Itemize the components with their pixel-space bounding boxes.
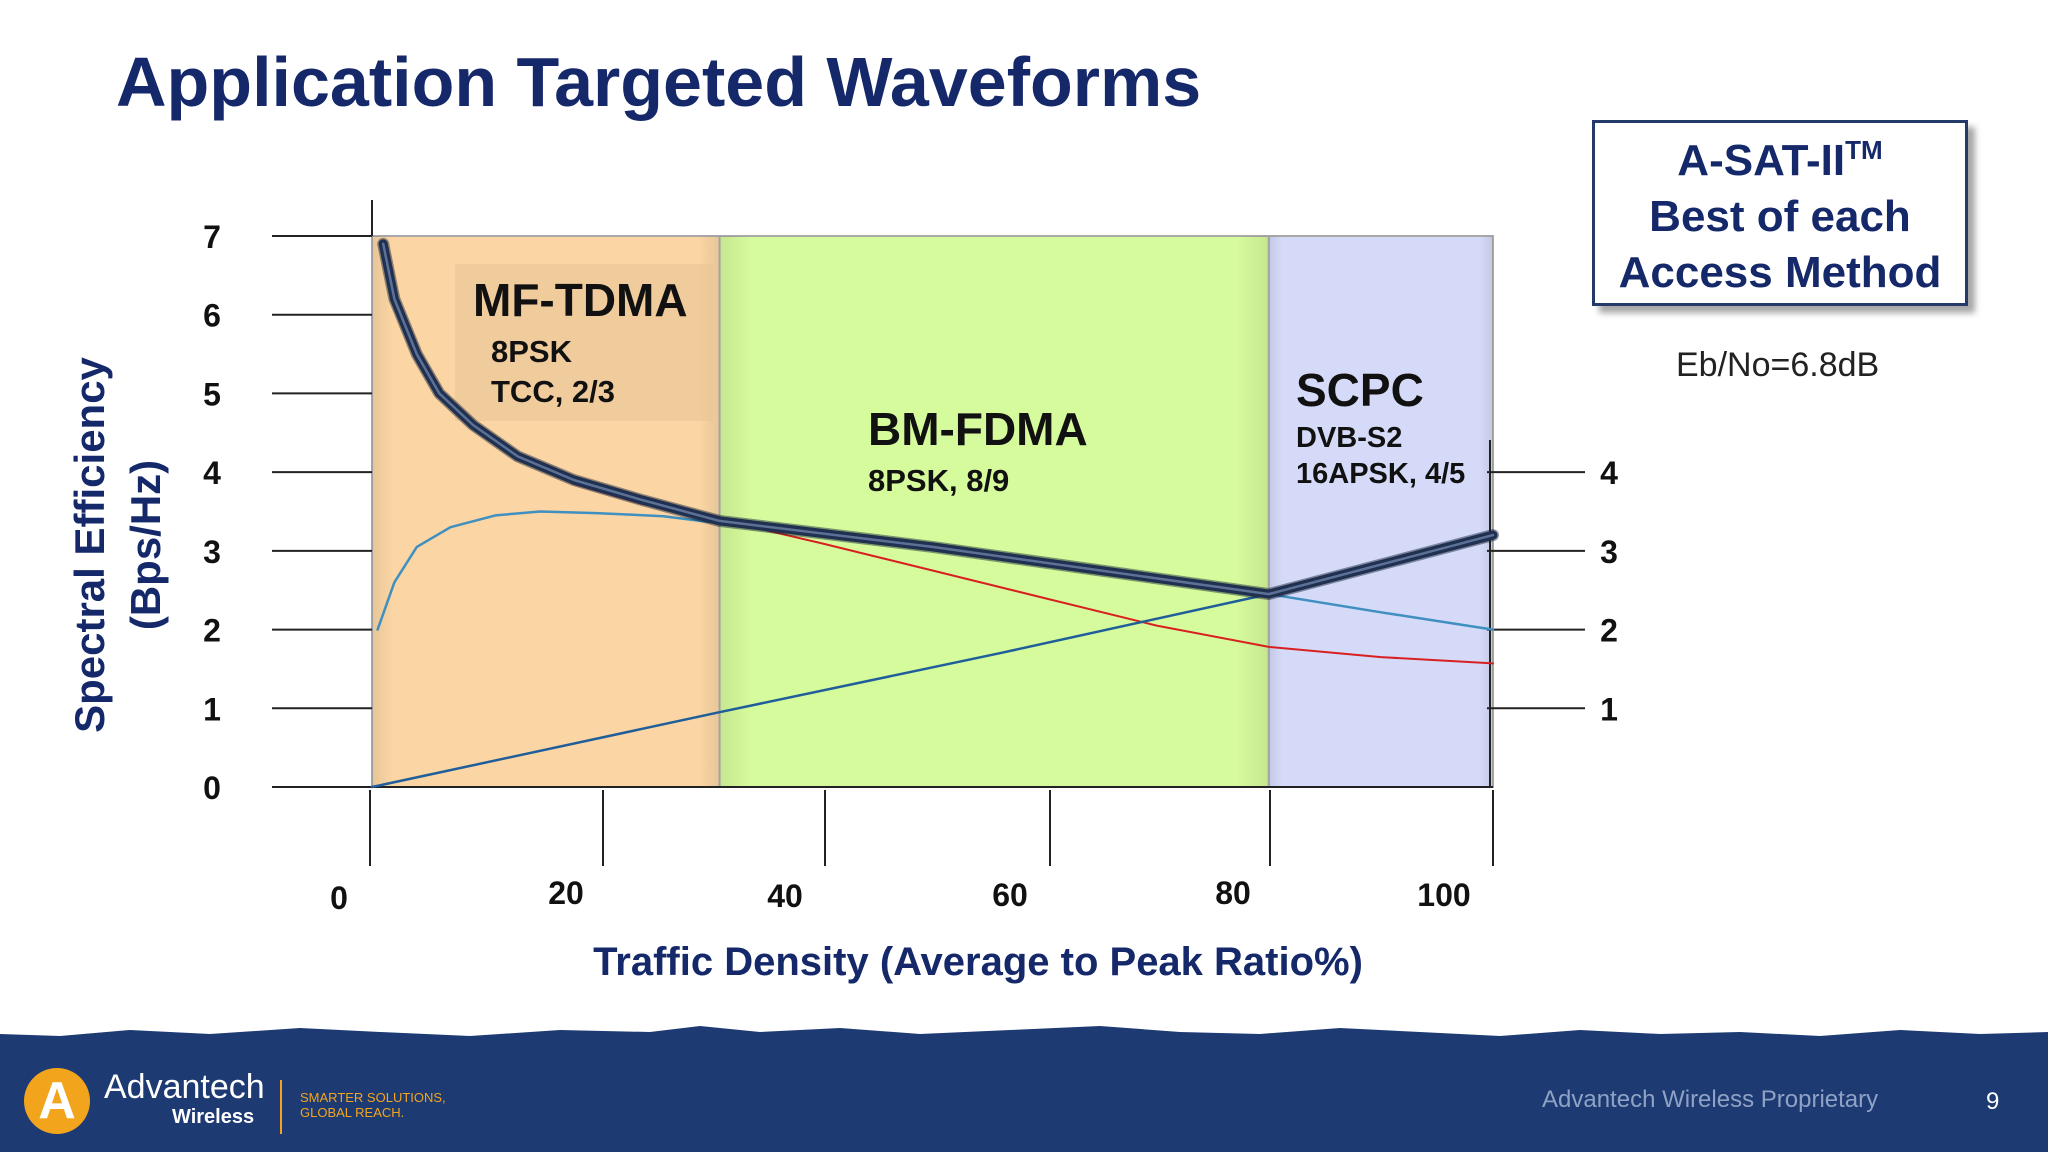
y-tick-label-1: 1	[203, 691, 221, 727]
y-axis-title-line2: (Bps/Hz)	[122, 460, 169, 630]
region-1-line1: 8PSK, 8/9	[868, 463, 1009, 498]
x-tick-label-80: 80	[1215, 875, 1251, 911]
logo-divider	[280, 1080, 282, 1134]
series-2-line	[370, 592, 1271, 789]
region-2-shade	[1268, 236, 1493, 787]
x-tick-label-0: 0	[330, 880, 348, 916]
series-3-line	[1267, 592, 1495, 631]
trademark-mark: TM	[1845, 135, 1883, 165]
x-tick-label-40: 40	[767, 878, 803, 914]
ebno-label: Eb/No=6.8dB	[1676, 346, 1880, 384]
asat-callout-box: A-SAT-IITM Best of each Access Method	[1592, 120, 1968, 306]
asat-line-2: Best of each	[1649, 192, 1911, 241]
footer-bar: A Advantech Wireless SMARTER SOLUTIONS, …	[0, 1038, 2048, 1152]
region-1-shade	[719, 236, 1269, 787]
right-y-tick-label-1: 1	[1600, 691, 1618, 727]
company-subname: Wireless	[172, 1106, 255, 1128]
right-y-tick-label-2: 2	[1600, 613, 1618, 649]
page-number: 9	[1986, 1088, 2000, 1115]
region-2-line1: DVB-S2	[1296, 422, 1402, 454]
series-layer	[370, 237, 1499, 789]
y-tick-label-7: 7	[203, 219, 221, 255]
region-2-line2: 16APSK, 4/5	[1296, 458, 1465, 490]
y-tick-label-3: 3	[203, 534, 221, 570]
right-y-tick-label-4: 4	[1600, 455, 1618, 491]
company-name: Advantech	[104, 1068, 265, 1106]
series-4-highlight	[381, 242, 1495, 596]
proprietary-notice: Advantech Wireless Proprietary	[1542, 1086, 1879, 1113]
x-axis-title: Traffic Density (Average to Peak Ratio%)	[593, 940, 1363, 984]
region-0-title: MF-TDMA	[473, 274, 688, 326]
y-tick-label-5: 5	[203, 376, 221, 412]
region-1-title: BM-FDMA	[868, 403, 1088, 455]
asat-title: A-SAT-IITM	[1677, 135, 1883, 185]
labels-layer: MF-TDMA 8PSK TCC, 2/3 BM-FDMA 8PSK, 8/9 SCPC D…	[473, 274, 1465, 498]
y-tick-label-4: 4	[203, 455, 221, 491]
y-axis-title-line1: Spectral Efficiency	[66, 356, 113, 732]
x-tick-label-20: 20	[548, 875, 584, 911]
slide-title: Application Targeted Waveforms	[116, 43, 1202, 121]
mf-tdma-label-panel	[455, 264, 713, 421]
y-tick-label-6: 6	[203, 298, 221, 334]
y-tick-label-0: 0	[203, 770, 221, 806]
series-1-line	[376, 510, 721, 631]
right-y-tick-label-3: 3	[1600, 534, 1618, 570]
region-0-line1: 8PSK	[491, 334, 573, 369]
region-2-title: SCPC	[1296, 364, 1424, 416]
x-tick-label-60: 60	[992, 877, 1028, 913]
asat-line-3: Access Method	[1618, 248, 1942, 297]
y-tick-label-2: 2	[203, 613, 221, 649]
region-0-line2: TCC, 2/3	[491, 374, 615, 409]
advantech-logo-icon: A	[24, 1068, 90, 1134]
regions-layer	[371, 235, 1495, 788]
x-tick-label-100: 100	[1417, 877, 1470, 913]
company-tagline: SMARTER SOLUTIONS, GLOBAL REACH.	[300, 1090, 446, 1120]
